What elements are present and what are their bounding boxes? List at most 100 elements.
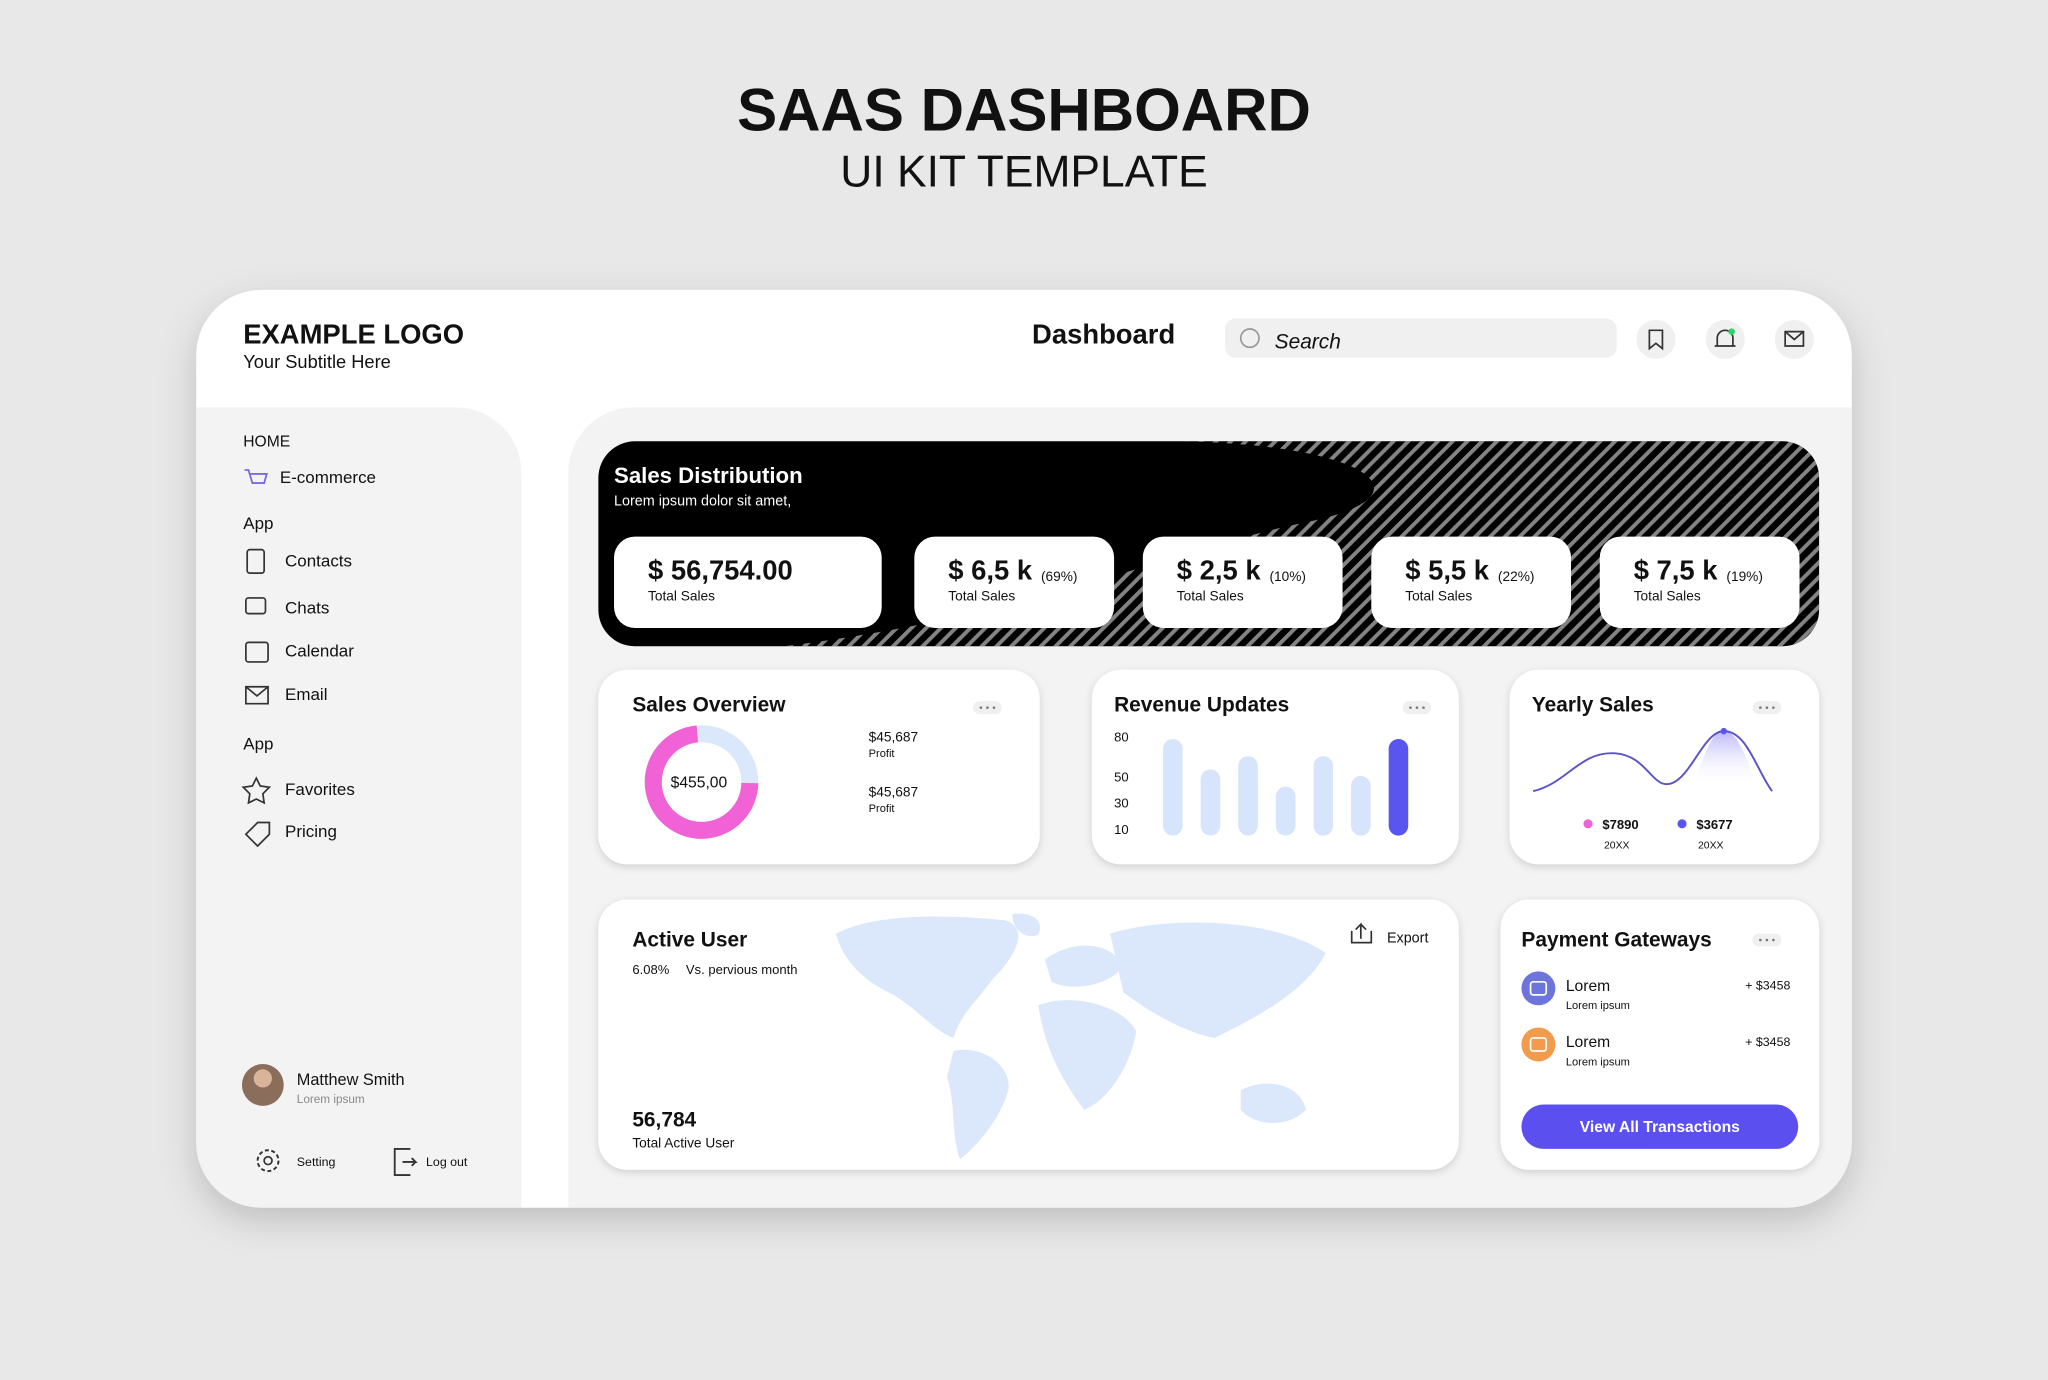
stat-card [1599,536,1800,628]
logo: EXAMPLE LOGO [243,318,464,349]
bar [1275,786,1296,836]
panel-title: Active User [632,929,747,952]
avatar-face [253,1069,272,1088]
more-dot [1759,706,1762,709]
gateway-name: Lorem [1566,1034,1610,1051]
stat-card [614,536,882,628]
logout-link[interactable]: Log out [426,1155,468,1169]
payment-panel [1500,899,1820,1170]
favorites-icon [241,776,272,805]
notification-dot [1728,328,1735,335]
stat-value: $ 2,5 k [1177,555,1262,586]
comparison: Vs. pervious month [686,962,798,977]
yearly-panel [1509,669,1820,865]
bar [1163,738,1183,836]
email-icon [245,685,269,705]
stat-card [1142,536,1343,628]
bar [1351,776,1371,836]
view-transactions-button[interactable] [1521,1104,1799,1149]
stat-share: (69%) [1041,569,1078,584]
more-dot [1772,938,1775,942]
panel-title: Revenue Updates [1114,694,1289,717]
africa [1038,1000,1137,1110]
menu-item[interactable]: Chats [285,599,329,618]
menu-item[interactable]: Calendar [285,642,354,661]
card-title: Sales Distribution [614,463,803,488]
stat-share: (22%) [1498,569,1535,584]
setting-link[interactable]: Setting [297,1155,336,1169]
north-america [835,916,1019,1038]
menu-item[interactable]: Contacts [285,552,352,571]
section-title: App [243,734,273,753]
dashboard-title: Dashboard [1032,318,1175,349]
gateway-amount: + $3458 [1745,1035,1790,1049]
stat-label: Total Sales [1634,589,1701,604]
setting-icon [256,1149,280,1173]
more-dot [1415,706,1419,709]
page-subtitle: UI KIT TEMPLATE [840,148,1207,197]
calendar-icon [245,641,269,663]
legend-value: $3677 [1696,817,1732,832]
more-dot [1765,706,1769,709]
menu-item[interactable]: Email [285,685,327,704]
section-title: HOME [243,434,290,451]
payment-list: Lorem Lorem ipsum + $3458 Lorem Lorem ipsum +… [1521,971,1790,1068]
menu-item[interactable]: Pricing [285,822,337,841]
asia [1110,922,1326,1038]
stat-value: $ 5,5 k [1405,555,1490,586]
gateway-sub: Lorem ipsum [1566,1056,1630,1068]
bookmark-button[interactable] [1636,319,1676,360]
stat-share: (10%) [1269,569,1306,584]
section-title: App [243,514,273,533]
stat-card [914,536,1115,628]
pricing-icon [244,821,271,848]
donut-arc [644,725,759,839]
export-button[interactable]: Export [1387,931,1429,947]
stat-cards: $ 56,754.00 Total Sales $ 6,5 k (69%) Total … [614,536,1800,628]
y-tick-label: 10 [1114,822,1129,837]
search-placeholder: Search [1275,331,1341,354]
menu-item[interactable]: Favorites [285,780,355,799]
bar [1313,756,1334,836]
overview-value: $45,687 [869,784,918,799]
page-title: SAAS DASHBOARD [737,77,1311,144]
total-users: 56,784 [632,1109,696,1132]
legend-period: 20XX [1698,841,1724,852]
greenland [1012,913,1041,937]
curve-highlight [1692,731,1758,786]
revenue-chart: 80 50 30 10 [1114,730,1409,837]
stat-share: (19%) [1726,569,1763,584]
search-icon [1239,328,1260,349]
more-dot [979,706,983,709]
y-tick-label: 80 [1114,730,1129,745]
donut-center: $455,00 [671,774,728,791]
menu-item[interactable]: E-commerce [280,468,376,487]
total-users-label: Total Active User [632,1136,734,1151]
gateway-icon-glyph [1529,980,1548,996]
change: 6.08% [632,962,669,977]
gateway-amount: + $3458 [1745,979,1790,993]
export-icon [1350,922,1373,944]
notification-button[interactable] [1705,319,1745,360]
yearly-legend: $7890 20XX $3677 20XX [1583,817,1733,852]
mail-icon [1784,330,1805,347]
more-dot [1409,706,1412,709]
legend-value: $7890 [1602,817,1638,832]
overview-label: Profit [869,748,895,760]
cart-icon [244,469,268,484]
panel-title: Yearly Sales [1532,694,1654,717]
logout-icon [393,1147,418,1176]
button-label: View All Transactions [1580,1119,1740,1136]
card-subtitle: Lorem ipsum dolor sit amet, [614,493,791,509]
stat-value: $ 56,754.00 [648,555,793,586]
bar [1200,769,1221,836]
gateway-sub: Lorem ipsum [1566,1000,1630,1012]
australia [1240,1083,1307,1124]
y-tick-label: 30 [1114,796,1129,811]
search-box[interactable] [1225,318,1617,358]
europe [1044,945,1124,987]
curve-point [1720,727,1728,735]
bell-icon [1714,329,1736,347]
user-role: Lorem ipsum [297,1093,365,1106]
